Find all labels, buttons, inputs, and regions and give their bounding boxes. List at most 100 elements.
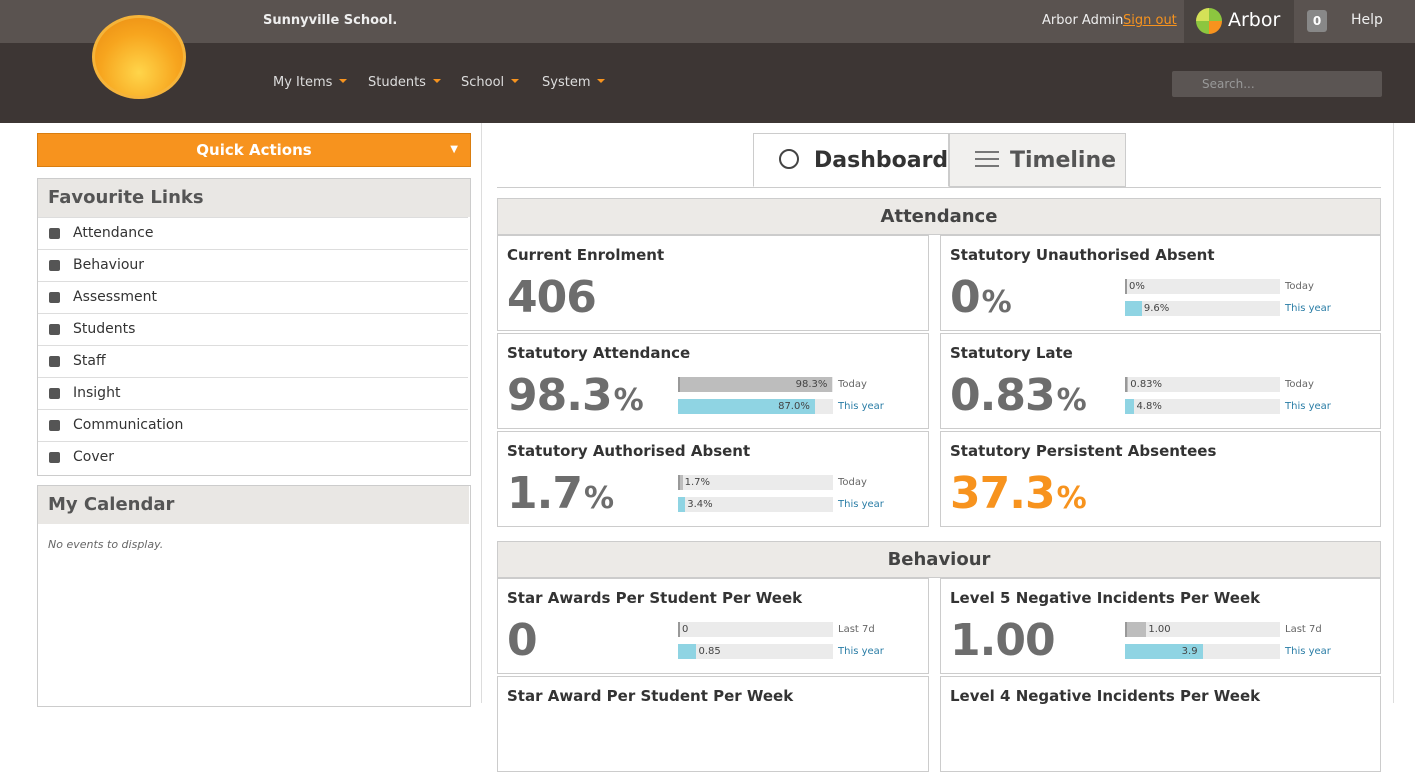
bar-period: This year bbox=[1285, 646, 1331, 657]
bar-track: 3.9 bbox=[1125, 644, 1280, 659]
nav-item[interactable]: My Items bbox=[273, 75, 347, 90]
favourite-link[interactable]: Cover bbox=[38, 441, 468, 472]
nav-item[interactable]: Students bbox=[368, 75, 441, 90]
value-number: 0.83 bbox=[950, 370, 1056, 421]
card-value: 0.83% bbox=[950, 370, 1087, 421]
card-title: Star Award Per Student Per Week bbox=[507, 687, 794, 705]
bar-label: 0% bbox=[1129, 281, 1145, 292]
favourite-link[interactable]: Assessment bbox=[38, 281, 468, 312]
card-title: Level 4 Negative Incidents Per Week bbox=[950, 687, 1261, 705]
main-panel bbox=[481, 123, 1394, 703]
bar-fill bbox=[678, 475, 683, 490]
bar-fill bbox=[678, 399, 815, 414]
quick-actions[interactable]: Quick Actions ▼ bbox=[37, 133, 471, 167]
card-value: 1.7% bbox=[507, 468, 614, 519]
bar-label: 0.83% bbox=[1130, 379, 1163, 390]
timeline-icon bbox=[975, 151, 999, 169]
top-bar bbox=[0, 0, 1415, 43]
bar-period: Today bbox=[1285, 379, 1314, 390]
bar-label: 3.9 bbox=[1181, 646, 1198, 657]
bar-period: This year bbox=[838, 401, 884, 412]
favourite-link[interactable]: Communication bbox=[38, 409, 468, 440]
value-number: 0 bbox=[507, 615, 538, 666]
stat-card: Level 5 Negative Incidents Per Week 1.00 1… bbox=[940, 578, 1381, 674]
link-icon bbox=[49, 324, 60, 335]
bar-fill bbox=[1125, 644, 1203, 659]
bar-fill bbox=[1125, 622, 1147, 637]
card-title: Statutory Authorised Absent bbox=[507, 442, 751, 460]
stat-card: Star Award Per Student Per Week bbox=[497, 676, 929, 772]
brand-box[interactable]: Arbor bbox=[1184, 0, 1294, 43]
bar-fill bbox=[1125, 399, 1135, 414]
card-value: 1.00 bbox=[950, 615, 1056, 666]
notification-count[interactable]: 0 bbox=[1307, 10, 1327, 32]
bar-track: 1.7% bbox=[678, 475, 833, 490]
sign-out[interactable]: Sign out bbox=[1123, 13, 1177, 28]
school-name: Sunnyville School. bbox=[263, 13, 398, 28]
bar-label: 9.6% bbox=[1143, 303, 1170, 314]
bar-period: Last 7d bbox=[838, 624, 875, 635]
bar-track: 9.6% bbox=[1125, 301, 1280, 316]
nav-item[interactable]: System bbox=[542, 75, 605, 90]
favourite-link[interactable]: Behaviour bbox=[38, 249, 468, 280]
bar-fill bbox=[678, 644, 697, 659]
bar-period: This year bbox=[838, 646, 884, 657]
favourite-link[interactable]: Attendance bbox=[38, 217, 468, 248]
bar-period: Today bbox=[838, 477, 867, 488]
dashboard-icon bbox=[779, 149, 799, 169]
bar-label: 0 bbox=[682, 624, 689, 635]
bar-period: Today bbox=[1285, 281, 1314, 292]
value-number: 1.7 bbox=[507, 468, 583, 519]
bar-label: 3.4% bbox=[687, 499, 713, 510]
card-value: 37.3% bbox=[950, 468, 1087, 519]
bar-label: 87.0% bbox=[778, 401, 810, 412]
bar-track: 1.00 bbox=[1125, 622, 1280, 637]
favourite-link[interactable]: Insight bbox=[38, 377, 468, 408]
section-title: Behaviour bbox=[497, 541, 1381, 578]
card-title: Level 5 Negative Incidents Per Week bbox=[950, 589, 1261, 607]
favourites-title: Favourite Links bbox=[38, 179, 470, 217]
favourites-panel bbox=[37, 178, 471, 476]
value-unit: % bbox=[613, 383, 644, 418]
stat-card: Statutory Attendance 98.3% 98.3% Today 87.0%… bbox=[497, 333, 929, 429]
tab-line bbox=[497, 187, 1381, 188]
stat-card: Statutory Persistent Absentees 37.3% bbox=[940, 431, 1381, 527]
user-name: Arbor Admin bbox=[1042, 13, 1124, 28]
nav-item[interactable]: School bbox=[461, 75, 519, 90]
card-value: 0 bbox=[507, 615, 538, 666]
bar-period: This year bbox=[1285, 401, 1331, 412]
bar-track: 0 bbox=[678, 622, 833, 637]
search-input[interactable]: Search... bbox=[1172, 71, 1382, 97]
bar-fill bbox=[678, 377, 833, 392]
card-title: Current Enrolment bbox=[507, 246, 665, 264]
bar-label: 1.00 bbox=[1148, 624, 1171, 635]
bar-track: 0.85 bbox=[678, 644, 833, 659]
brand-logo bbox=[1196, 8, 1222, 34]
bar-period: This year bbox=[838, 499, 884, 510]
bar-label: 98.3% bbox=[795, 379, 828, 390]
school-logo[interactable] bbox=[92, 15, 186, 99]
value-unit: % bbox=[1056, 481, 1087, 516]
stat-card: Statutory Authorised Absent 1.7% 1.7% Today… bbox=[497, 431, 929, 527]
help-link[interactable]: Help bbox=[1351, 12, 1383, 28]
bar-track: 4.8% bbox=[1125, 399, 1280, 414]
bar-period: This year bbox=[1285, 303, 1331, 314]
link-icon bbox=[49, 420, 60, 431]
bar-track: 87.0% bbox=[678, 399, 833, 414]
section-title: Attendance bbox=[497, 198, 1381, 235]
value-unit: % bbox=[1056, 383, 1087, 418]
bar-label: 0.85 bbox=[698, 646, 721, 657]
calendar-title[interactable]: My Calendar bbox=[38, 486, 469, 524]
bar-track: 0.83% bbox=[1125, 377, 1280, 392]
bar-track: 3.4% bbox=[678, 497, 833, 512]
bar-label: 4.8% bbox=[1136, 401, 1162, 412]
search-placeholder: Search... bbox=[1202, 77, 1255, 91]
card-value: 98.3% bbox=[507, 370, 644, 421]
link-icon bbox=[49, 388, 60, 399]
favourite-link[interactable]: Staff bbox=[38, 345, 468, 376]
stat-card: Statutory Late 0.83% 0.83% Today 4.8% This ye… bbox=[940, 333, 1381, 429]
stat-card: Current Enrolment 406 bbox=[497, 235, 929, 331]
favourite-link[interactable]: Students bbox=[38, 313, 468, 344]
card-value: 406 bbox=[507, 272, 597, 323]
value-number: 37.3 bbox=[950, 468, 1056, 519]
